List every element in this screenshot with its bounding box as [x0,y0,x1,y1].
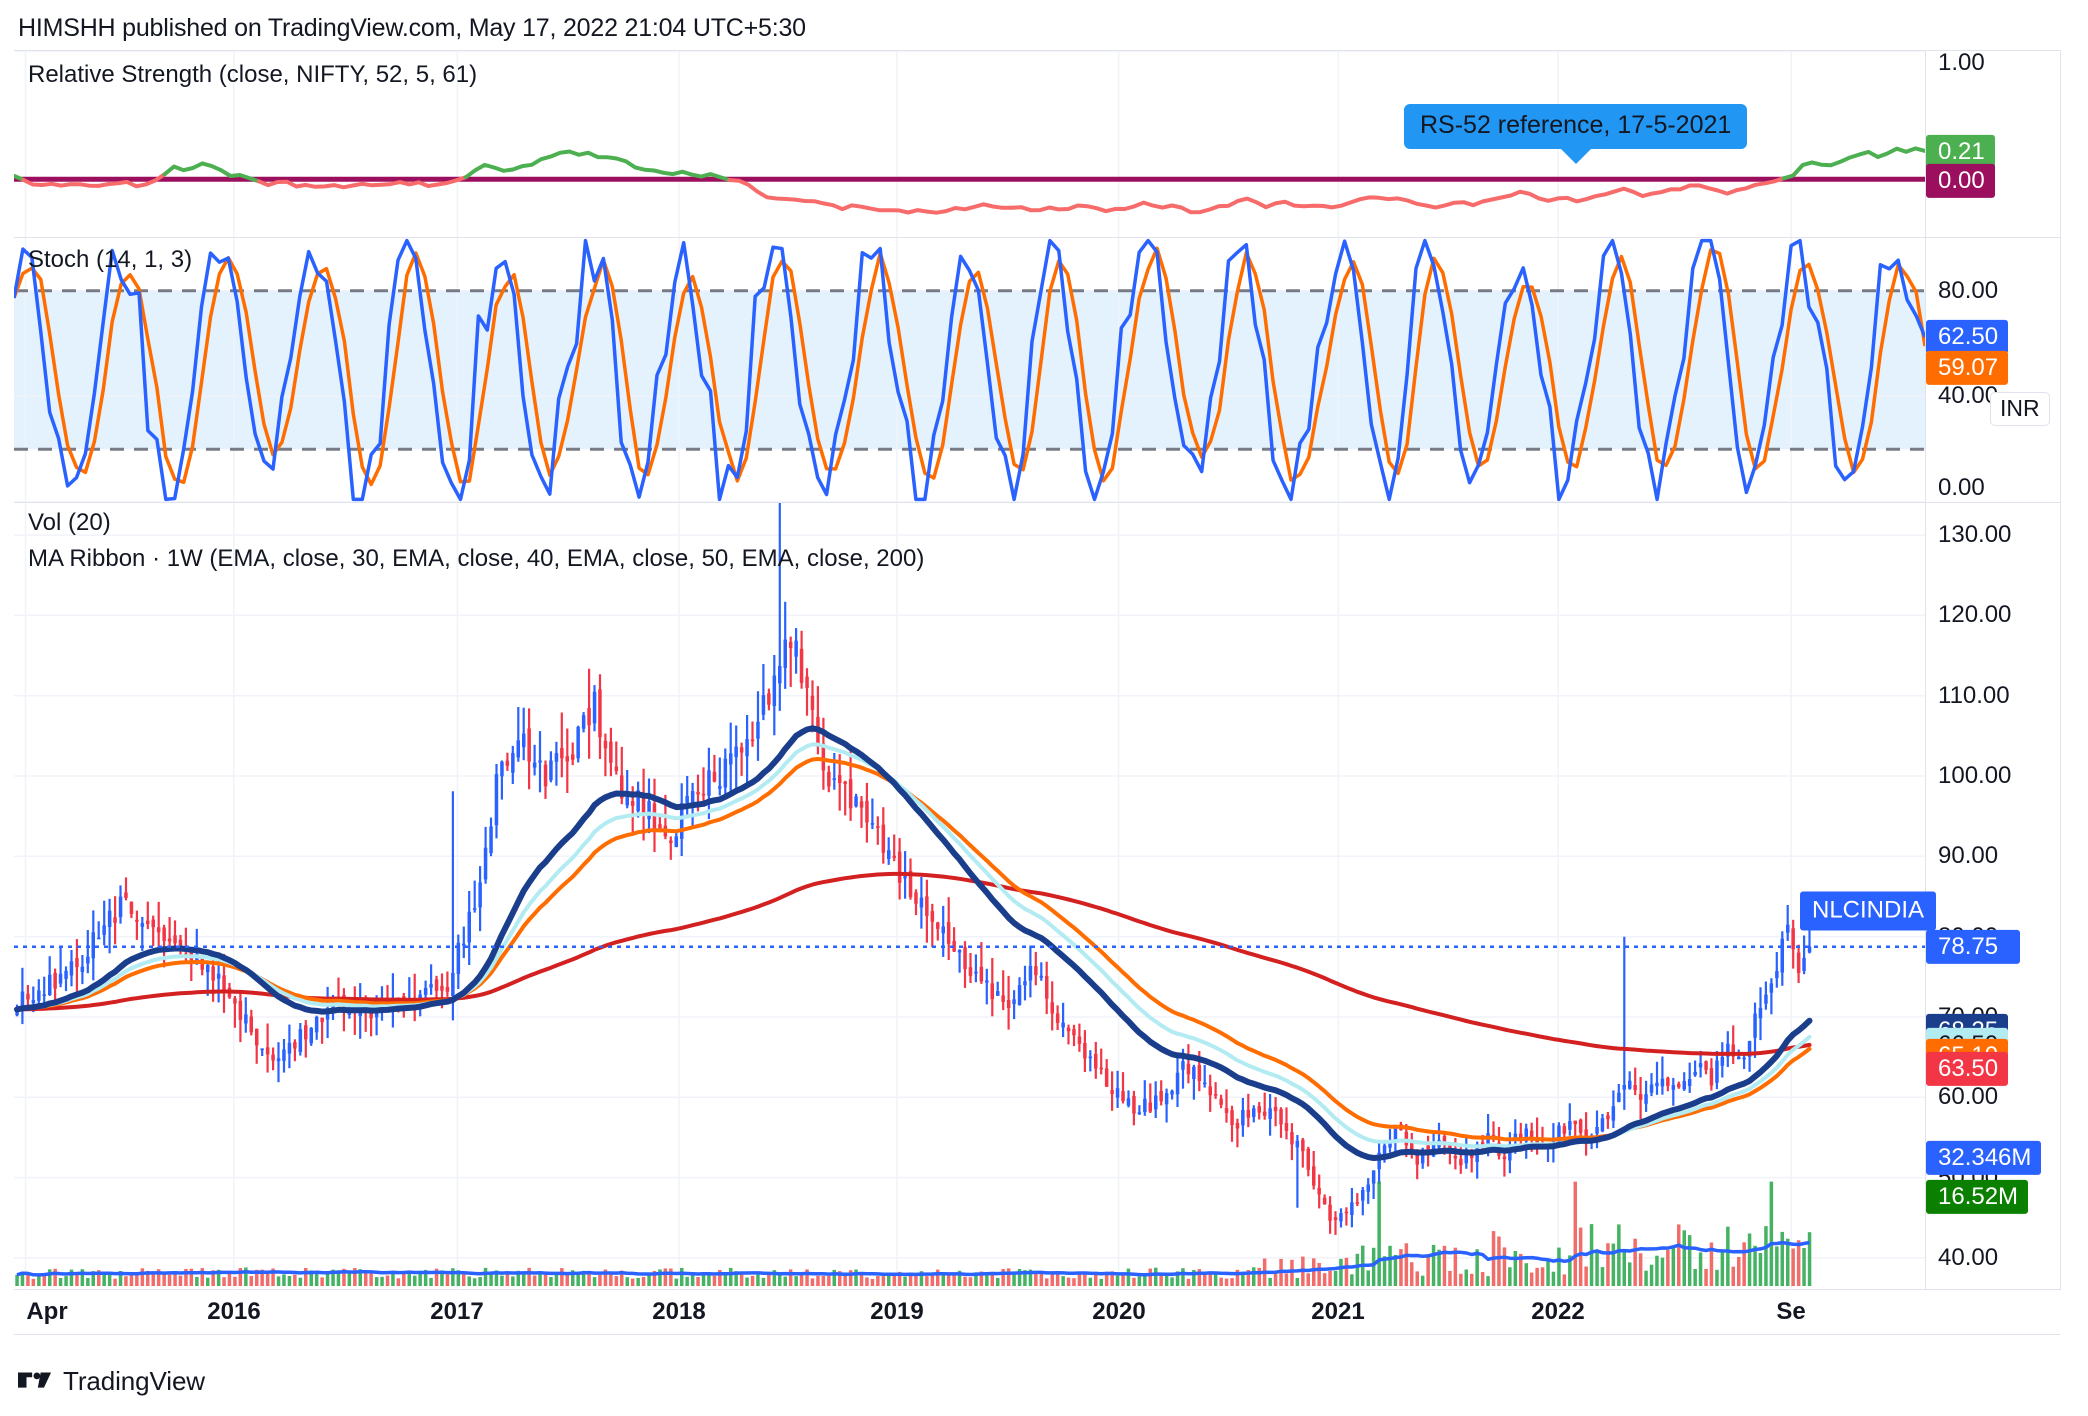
currency-badge[interactable]: INR [1990,392,2050,426]
main-tick-60: 60.00 [1938,1083,1999,1111]
pane-price[interactable]: Vol (20) MA Ribbon · 1W (EMA, close, 30,… [14,503,1925,1290]
time-axis-label-2019: 2019 [870,1298,924,1325]
footer: TradingView [18,1366,205,1397]
stoch-d-badge[interactable]: 59.07 [1926,350,2009,386]
stoch-tick-80: 80.00 [1938,276,1999,304]
pane-stochastic[interactable]: Stoch (14, 1, 3) [14,238,1925,502]
main-tick-110: 110.00 [1938,681,2010,709]
time-axis-label-2018: 2018 [652,1298,706,1325]
main-price-scale[interactable]: 130.00120.00110.00100.0090.0080.0070.006… [1926,503,2060,1290]
tradingview-logo-icon [18,1371,52,1388]
last-price-badge[interactable]: 78.75 [1926,929,2021,964]
main-tick-40: 40.00 [1938,1243,1999,1271]
stoch-tick-0: 0.00 [1938,474,1985,501]
main-tick-120: 120.00 [1938,601,2012,629]
rs-value-badge[interactable]: 0.21 [1926,135,1995,170]
price-scale-right-edge [2060,50,2061,1290]
stoch-k-badge[interactable]: 62.50 [1926,319,2009,355]
rs-price-scale[interactable]: 1.00 0.21 0.00 [1926,49,2060,237]
footer-brand: TradingView [63,1366,205,1396]
time-axis-label-2022: 2022 [1531,1298,1585,1325]
rs-reference-badge[interactable]: 0.00 [1926,164,1995,199]
pane-separator-1 [14,237,2060,238]
main-tick-100: 100.00 [1938,762,2012,790]
time-axis-label-apr: Apr [26,1298,68,1325]
time-axis-label-2020: 2020 [1092,1298,1146,1325]
time-axis-label-2021: 2021 [1311,1298,1365,1325]
attribution-text: HIMSHH published on TradingView.com, May… [18,14,806,42]
time-axis-label-2016: 2016 [207,1298,261,1325]
main-tick-130: 130.00 [1938,521,2012,549]
main-tick-90: 90.00 [1938,842,1999,870]
time-axis-label-2017: 2017 [430,1298,484,1325]
volume-ma-badge[interactable]: 32.346M [1926,1140,2042,1176]
pane-separator-2 [14,502,2060,503]
stoch-tick-40: 40.00 [1938,382,1999,410]
ema-badge-3[interactable]: 63.50 [1926,1052,2009,1087]
price-scale-divider [1925,50,1926,1290]
time-axis[interactable]: Apr 2016 2017 2018 2019 2020 2021 2022 Se [14,1291,2060,1335]
symbol-price-tag[interactable]: NLCINDIA [1800,891,1937,931]
stoch-price-scale[interactable]: 80.00 40.00 0.00 62.50 59.07 [1926,238,2060,502]
rs-plot [14,51,1925,237]
time-axis-label-se: Se [1776,1298,1806,1325]
rs-reference-note[interactable]: RS-52 reference, 17-5-2021 [1404,104,1748,164]
rs-tick-1: 1.00 [1938,49,1985,76]
stoch-plot [14,238,1925,502]
volume-last-badge[interactable]: 16.52M [1926,1179,2029,1215]
price-plot [14,503,1925,1290]
